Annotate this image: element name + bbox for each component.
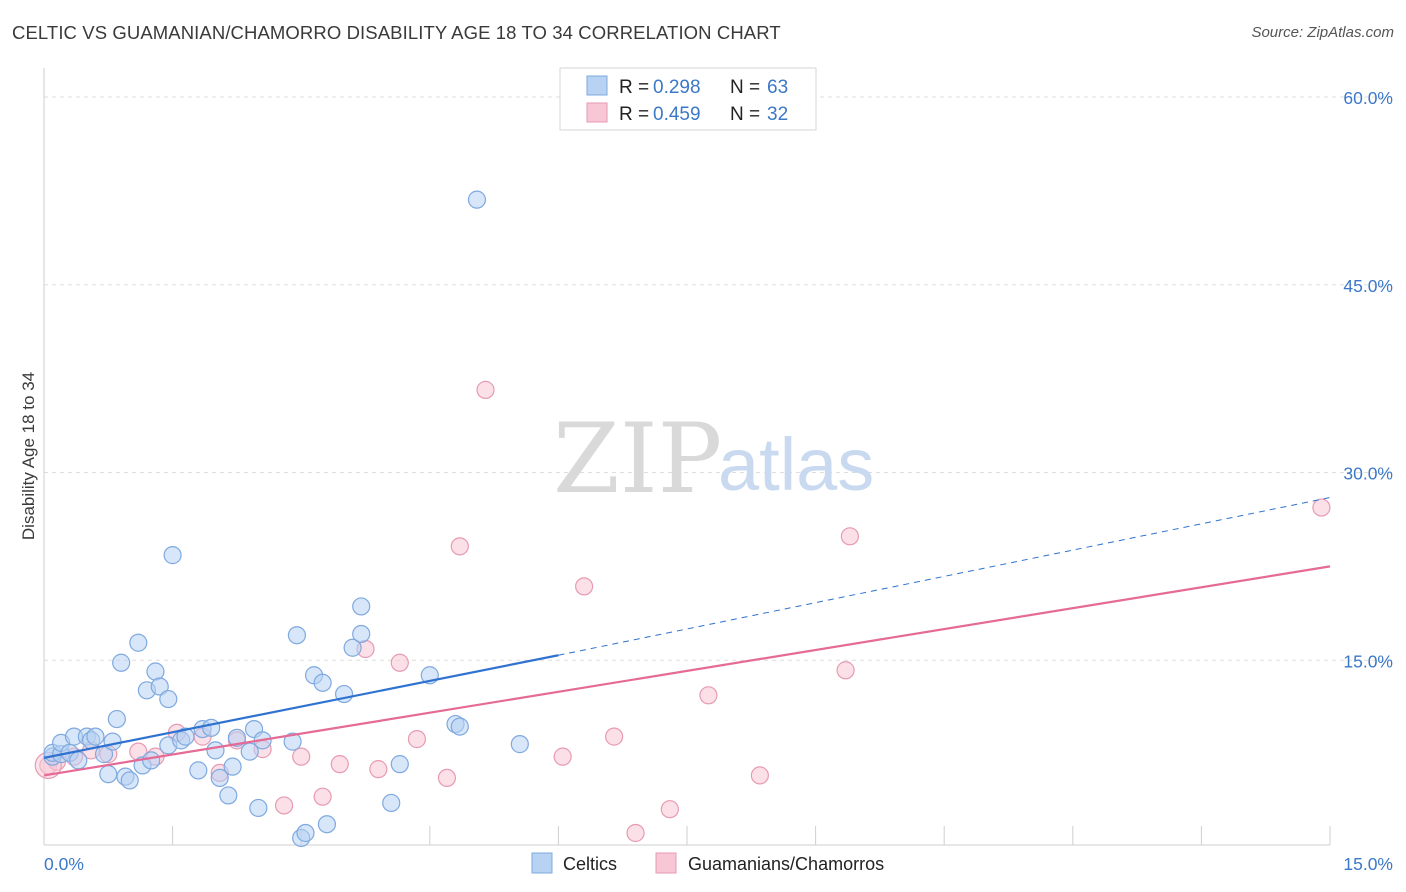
x-tick-label: 0.0%: [44, 854, 84, 874]
gridlines: [44, 96, 1392, 661]
celtic-point: [223, 757, 242, 776]
celtics-trend-extension: [558, 497, 1331, 656]
y-tick-label: 60.0%: [1343, 88, 1393, 108]
watermark-atlas: atlas: [718, 423, 874, 506]
celtic-point: [510, 735, 529, 754]
celtic-point: [189, 761, 208, 780]
celtic-point: [313, 673, 332, 692]
stats-legend-swatch: [586, 75, 608, 96]
guamanian-point: [450, 537, 469, 556]
celtic-point: [240, 742, 259, 761]
series-celtics-points: [43, 190, 529, 848]
celtic-point: [352, 624, 371, 644]
celtic-point: [129, 633, 148, 652]
bottom-legend-swatch: [655, 852, 677, 874]
celtic-point: [159, 689, 178, 709]
x-tick-label: 15.0%: [1343, 854, 1393, 874]
celtic-point: [142, 751, 161, 770]
celtic-point: [382, 793, 401, 813]
guamanian-point: [553, 747, 572, 766]
bottom-legend-label: Guamanians/Chamorros: [688, 854, 884, 874]
celtic-point: [150, 677, 169, 696]
guamanian-point: [369, 760, 388, 779]
source-label: Source: ZipAtlas.com: [1251, 24, 1394, 41]
stats-r-label: R =: [619, 77, 649, 98]
celtic-point: [283, 732, 302, 751]
guamanian-point: [407, 730, 427, 749]
y-tick-labels: 15.0% 30.0% 45.0% 60.0%: [1343, 88, 1393, 671]
celtic-point: [343, 638, 362, 657]
stats-legend: R = 0.298 N = 63 R = 0.459 N = 32: [559, 67, 817, 131]
guamanian-point: [699, 686, 718, 705]
guamanian-point: [313, 787, 332, 806]
celtic-point: [467, 190, 487, 209]
y-tick-label: 30.0%: [1343, 464, 1393, 484]
celtic-point: [69, 751, 88, 770]
celtic-point: [352, 597, 371, 616]
celtic-point: [227, 728, 246, 747]
celtic-point: [219, 786, 238, 805]
stats-r-value: 0.298: [653, 77, 701, 98]
celtic-point: [120, 771, 139, 790]
celtic-point: [249, 798, 268, 818]
y-tick-label: 15.0%: [1343, 651, 1393, 671]
celtic-point: [146, 662, 165, 681]
celtic-point: [112, 653, 131, 672]
stats-n-label: N =: [730, 77, 760, 98]
guamanian-point: [750, 766, 769, 785]
trend-lines: [43, 497, 1331, 777]
guamanian-point: [1312, 498, 1331, 517]
bottom-legend: Celtics Guamanians/Chamorros: [531, 852, 884, 874]
y-tick-label: 45.0%: [1343, 276, 1393, 296]
celtic-point: [107, 709, 126, 729]
celtic-point: [450, 717, 469, 736]
guamanian-point: [274, 796, 294, 815]
bottom-legend-label: Celtics: [563, 854, 617, 874]
y-axis-label: Disability Age 18 to 34: [19, 372, 38, 540]
celtic-point: [390, 755, 409, 774]
stats-n-label: N =: [730, 104, 760, 125]
guamanian-point: [660, 800, 679, 819]
celtic-point: [176, 727, 195, 746]
stats-n-value: 32: [767, 104, 788, 125]
guamanian-point: [836, 661, 855, 680]
celtic-point: [86, 727, 105, 746]
celtic-point: [163, 546, 182, 565]
celtic-point: [210, 768, 229, 788]
stats-r-label: R =: [619, 104, 649, 125]
guamanian-point: [575, 577, 594, 596]
guamanian-point: [605, 727, 624, 746]
celtic-point: [99, 765, 118, 784]
watermark-zip: ZIP: [553, 403, 722, 515]
stats-legend-swatch: [586, 102, 608, 123]
celtic-point: [206, 741, 225, 760]
guamanian-point: [437, 768, 457, 788]
celtic-point: [317, 815, 337, 834]
stats-r-value: 0.459: [653, 104, 701, 125]
guamanian-point: [626, 823, 645, 843]
guamanians-trend-line: [43, 565, 1331, 777]
celtic-point: [202, 718, 221, 737]
x-tick-labels: 0.0% 15.0%: [44, 854, 1393, 874]
axes: [43, 68, 1331, 846]
guamanian-point: [476, 380, 495, 399]
guamanian-point: [840, 527, 859, 546]
watermark: ZIP atlas: [553, 403, 874, 515]
guamanian-point: [292, 747, 311, 766]
celtics-trend-line: [43, 654, 559, 759]
bottom-legend-swatch: [531, 852, 553, 874]
stats-n-value: 63: [767, 77, 788, 98]
guamanian-point: [390, 653, 409, 672]
chart-title: CELTIC VS GUAMANIAN/CHAMORRO DISABILITY …: [12, 22, 781, 43]
guamanian-point: [330, 755, 349, 774]
celtic-point: [103, 732, 122, 751]
celtic-point: [296, 823, 315, 843]
celtic-point: [287, 626, 307, 645]
